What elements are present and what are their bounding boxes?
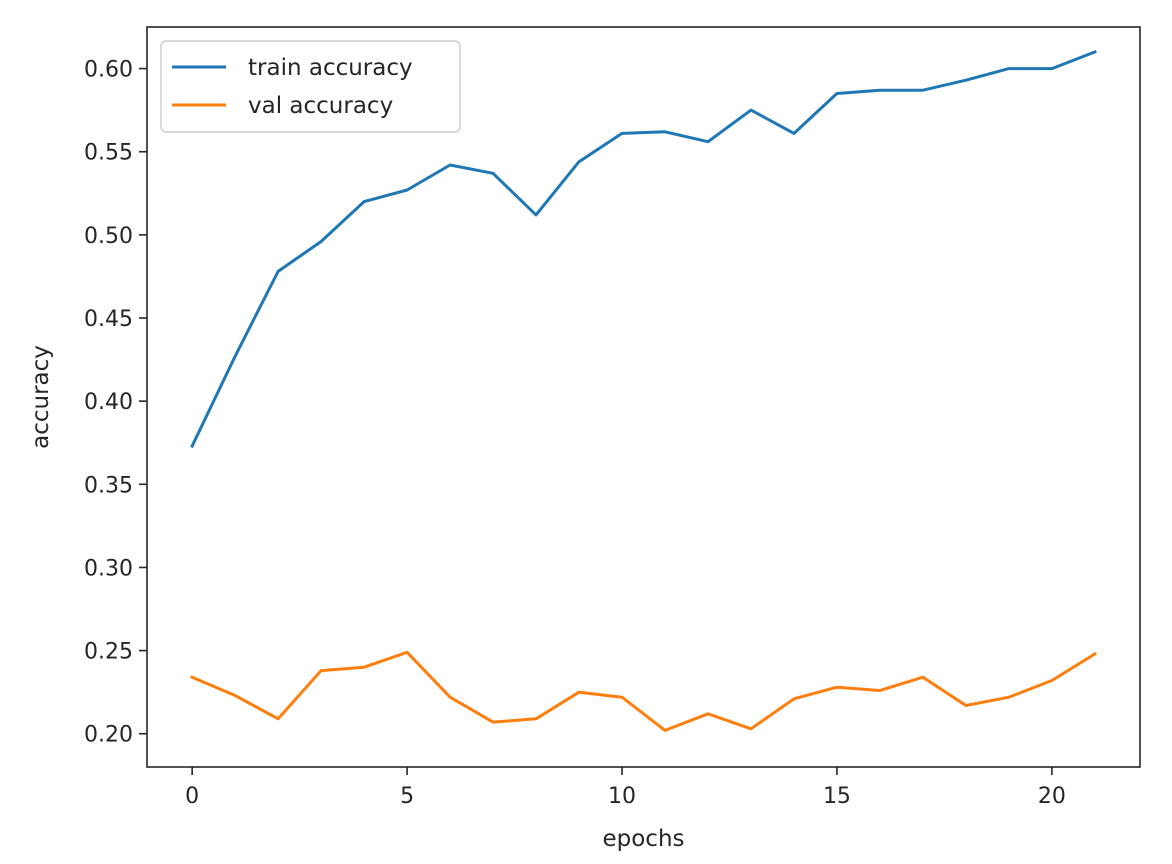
axes-layer: [146, 26, 1141, 768]
ticks-layer: 0 5 10 15 20 0.20 0.25 0.30 0.35 0.40 0.45 0.50 0.55…: [84, 58, 1066, 809]
legend-label: train accuracy: [248, 55, 413, 81]
x-tick-label: 10: [608, 784, 636, 809]
x-tick-label: 5: [400, 784, 414, 809]
x-tick-label: 20: [1038, 784, 1066, 809]
y-tick-label: 0.40: [84, 390, 133, 415]
y-tick-label: 0.45: [84, 307, 133, 332]
legend: train accuracy val accuracy: [160, 40, 461, 133]
y-tick-label: 0.50: [84, 224, 133, 249]
y-axis-label: accuracy: [28, 345, 54, 449]
y-tick-label: 0.20: [84, 723, 133, 748]
x-tick-label: 0: [185, 784, 199, 809]
y-tick-label: 0.25: [84, 640, 133, 665]
legend-box: [160, 40, 461, 133]
series-layer: [190, 49, 1097, 732]
y-tick-label: 0.30: [84, 556, 133, 581]
series-line-train: [190, 49, 1097, 449]
x-axis-label: epochs: [602, 826, 684, 852]
y-tick-label: 0.55: [84, 141, 133, 166]
x-tick-label: 15: [823, 784, 851, 809]
legend-label: val accuracy: [248, 93, 393, 119]
plot-frame: [146, 26, 1141, 768]
series-line-val: [190, 650, 1097, 732]
y-tick-label: 0.35: [84, 473, 133, 498]
y-tick-label: 0.60: [84, 58, 133, 83]
